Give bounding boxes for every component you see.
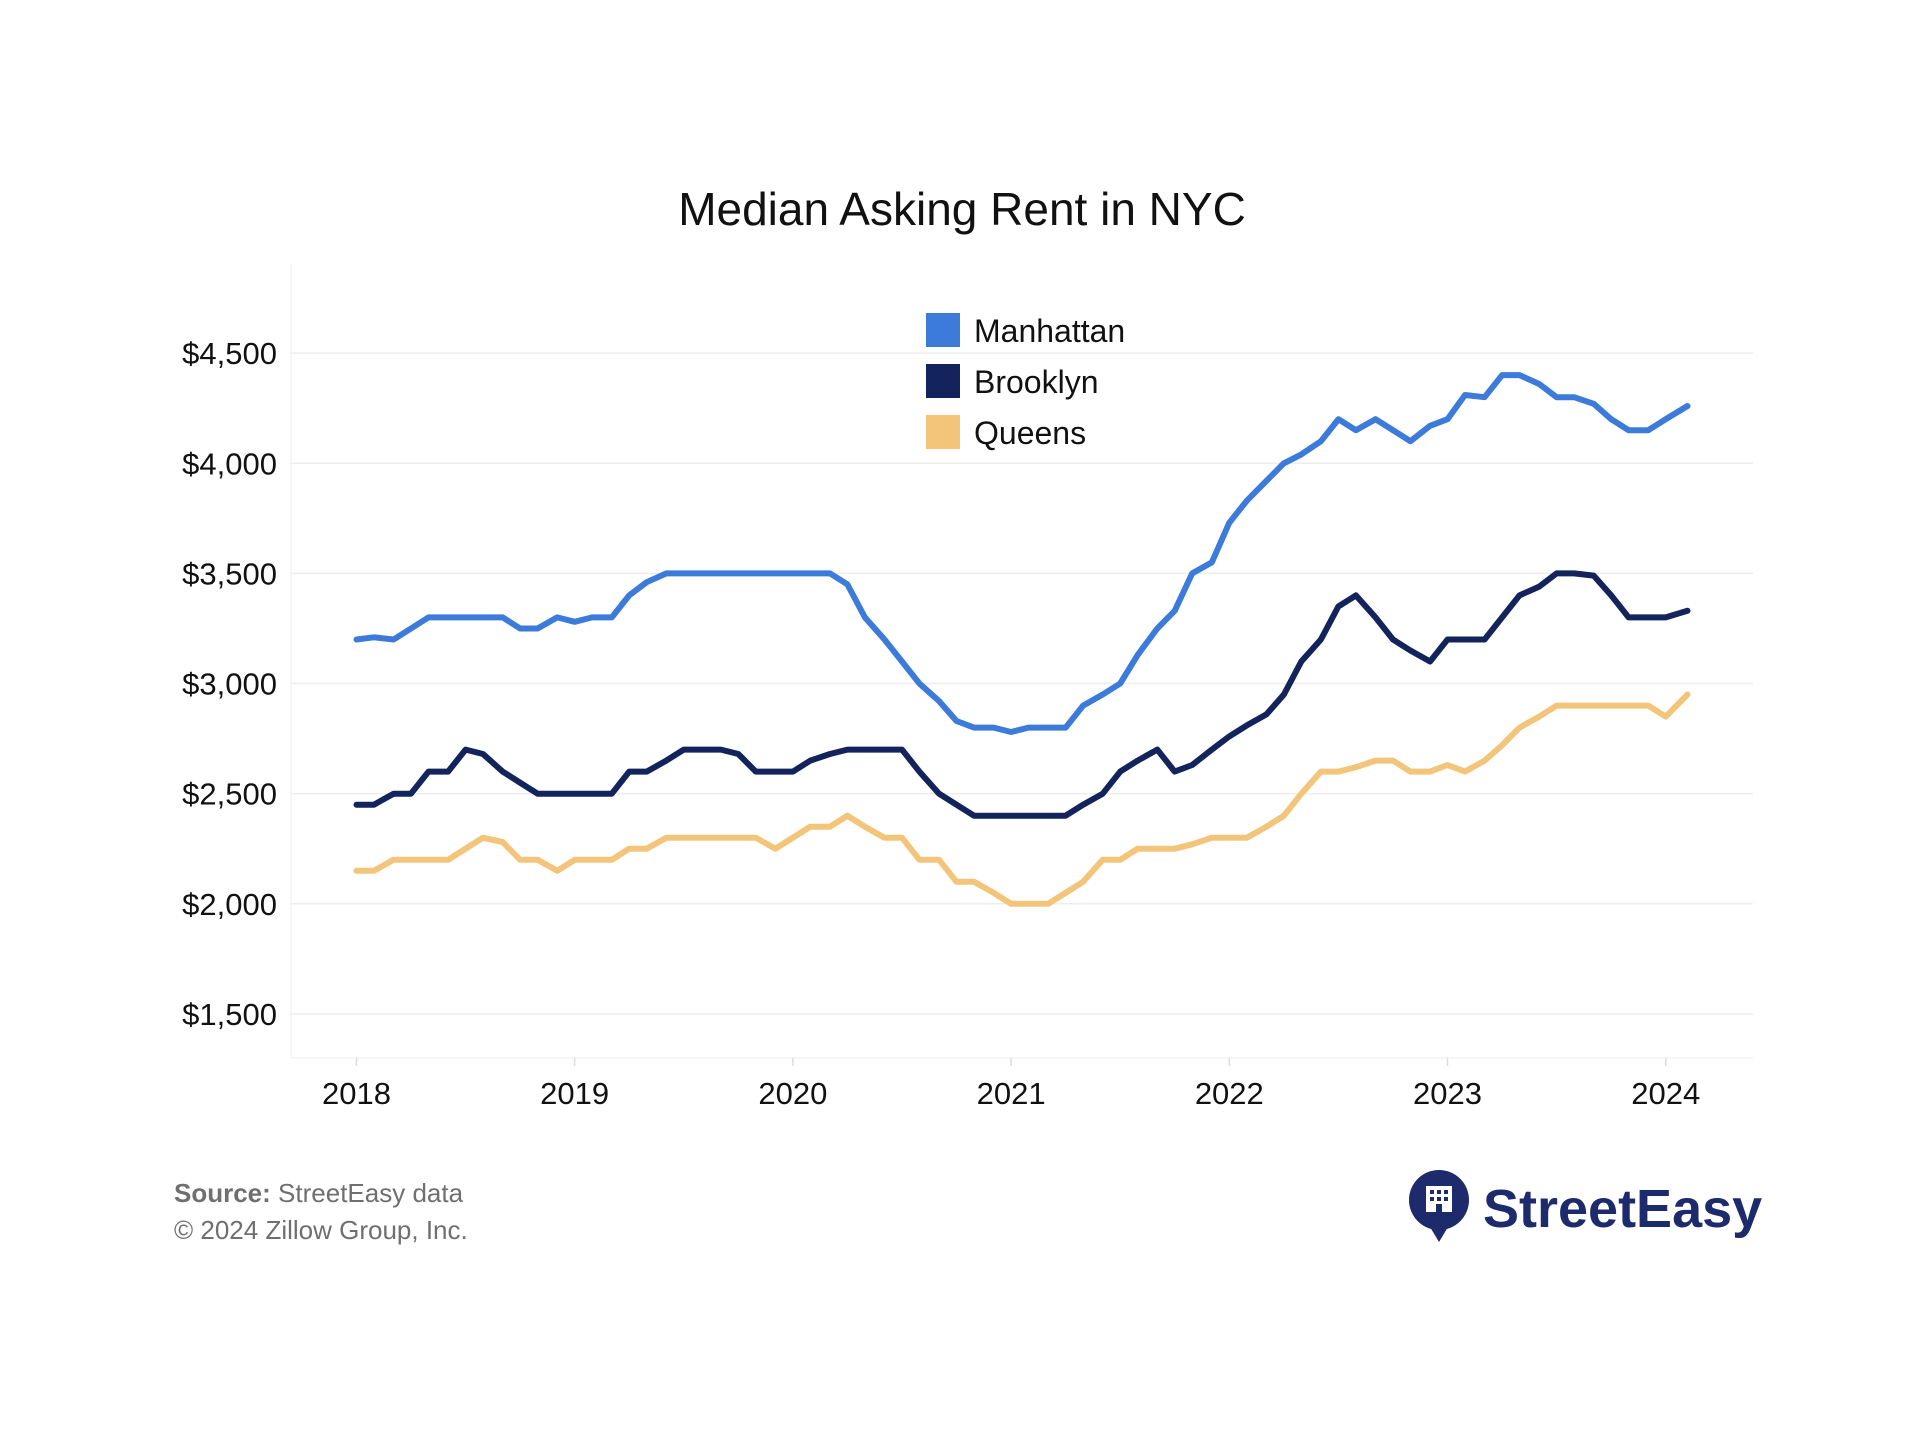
y-axis-ticks: $1,500 $2,000 $2,500 $3,000 $3,500 $4,000 $4,5… [182,336,277,1032]
legend-label-brooklyn: Brooklyn [974,364,1099,400]
legend-swatch-brooklyn [926,364,960,398]
source-label: Source: [174,1178,271,1208]
legend-swatch-queens [926,415,960,449]
x-tick-label: 2024 [1631,1076,1700,1111]
y-tick-label: $3,000 [182,667,277,702]
chart-footer: Source: StreetEasy data © 2024 Zillow Gr… [174,1175,468,1249]
y-tick-label: $2,000 [182,887,277,922]
source-text: StreetEasy data [278,1178,464,1208]
building-pin-icon [1407,1168,1471,1249]
legend-label-manhattan: Manhattan [974,313,1125,349]
x-tick-label: 2018 [322,1076,391,1111]
brand-name: StreetEasy [1483,1178,1763,1239]
series-line-queens [353,691,1691,907]
x-tick-label: 2022 [1195,1076,1264,1111]
copyright-text: © 2024 Zillow Group, Inc. [174,1215,468,1245]
gridlines [291,352,1753,1015]
x-tick-label: 2023 [1413,1076,1482,1111]
y-tick-label: $2,500 [182,777,277,812]
x-axis-ticks: 2018 2019 2020 2021 2022 2023 2024 [322,1058,1700,1111]
x-tick-label: 2021 [977,1076,1046,1111]
legend-swatch-manhattan [926,313,960,347]
chart-title: Median Asking Rent in NYC [678,183,1246,235]
streeteasy-logo: StreetEasy [1407,1168,1762,1249]
series-line-brooklyn [353,570,1691,819]
y-tick-label: $3,500 [182,556,277,591]
x-tick-label: 2020 [758,1076,827,1111]
x-tick-label: 2019 [540,1076,609,1111]
series-lines [353,372,1691,907]
y-tick-label: $4,000 [182,446,277,481]
y-tick-label: $1,500 [182,997,277,1032]
legend-label-queens: Queens [974,415,1086,451]
source-line: Source: StreetEasy data [174,1175,468,1212]
legend: Manhattan Brooklyn Queens [926,313,1125,451]
y-tick-label: $4,500 [182,336,277,371]
series-line-manhattan [353,372,1691,735]
